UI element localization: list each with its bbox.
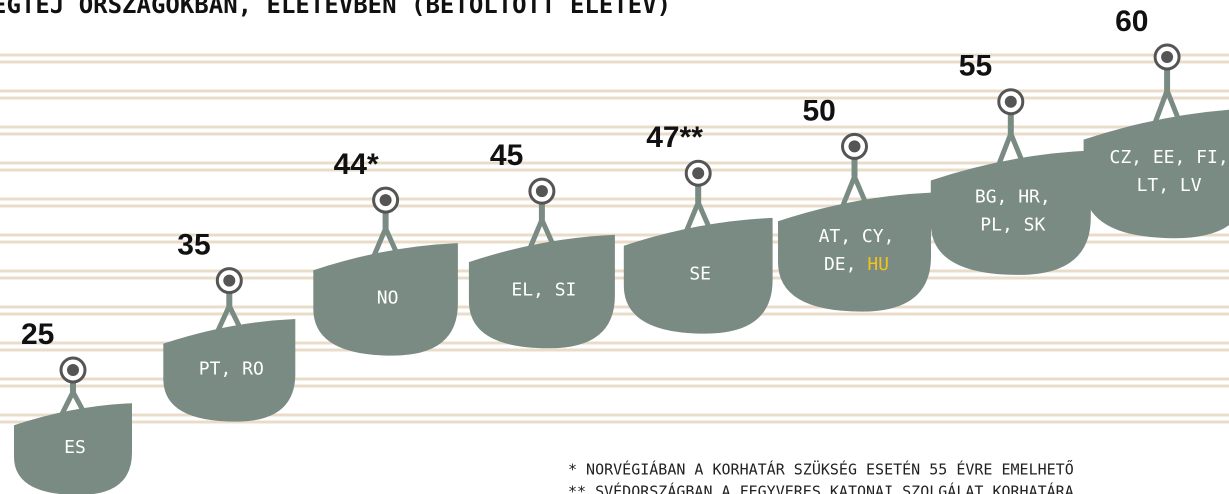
- category-label: ES: [64, 437, 86, 458]
- category-label: NO: [377, 287, 399, 308]
- category-label: EL, SI: [511, 279, 576, 300]
- value-label: 25: [21, 318, 54, 351]
- value-label: 50: [803, 94, 836, 127]
- value-label: 47**: [646, 121, 703, 154]
- value-label: 35: [177, 228, 210, 261]
- hook-center: [1005, 96, 1017, 108]
- category-label: CZ, EE, FI,: [1109, 147, 1228, 168]
- hook-center: [380, 194, 392, 206]
- bag-group: 47** SE: [624, 121, 773, 333]
- chart-title: EGTEJ ORSZÁGOKBAN, ÉLETÉVBEN (BETÖLTÖTT …: [0, 0, 671, 19]
- hook-center: [223, 275, 235, 287]
- category-label: PL, SK: [980, 215, 1045, 236]
- hook-center: [692, 167, 704, 179]
- category-label: PT, RO: [199, 358, 264, 379]
- footnote: ** SVÉDORSZÁGBAN A FEGYVERES KATONAI SZO…: [568, 482, 1074, 494]
- bag: [778, 193, 931, 312]
- chart: EGTEJ ORSZÁGOKBAN, ÉLETÉVBEN (BETÖLTÖTT …: [0, 0, 1229, 494]
- value-label: 55: [959, 50, 992, 83]
- bag-group: 44* NO: [313, 148, 458, 356]
- value-label: 45: [490, 139, 523, 172]
- page: EGTEJ ORSZÁGOKBAN, ÉLETÉVBEN (BETÖLTÖTT …: [0, 0, 1229, 494]
- category-label: DE, HU: [824, 254, 889, 275]
- bag-group: 35 PT, RO: [163, 228, 295, 421]
- hook-center: [536, 185, 548, 197]
- category-label: AT, CY,: [819, 226, 895, 247]
- category-label: BG, HR,: [975, 187, 1051, 208]
- footnote: * NORVÉGIÁBAN A KORHATÁR SZÜKSÉG ESETÉN …: [568, 459, 1074, 479]
- hook-center: [849, 140, 861, 152]
- value-label: 44*: [334, 148, 379, 181]
- category-label: LT, LV: [1137, 175, 1202, 196]
- category-label: SE: [689, 264, 711, 285]
- value-label: 60: [1115, 5, 1148, 38]
- hook-center: [1161, 51, 1173, 63]
- bag-group: 60 CZ, EE, FI, LT, LV: [1084, 5, 1229, 238]
- hook-center: [67, 364, 79, 376]
